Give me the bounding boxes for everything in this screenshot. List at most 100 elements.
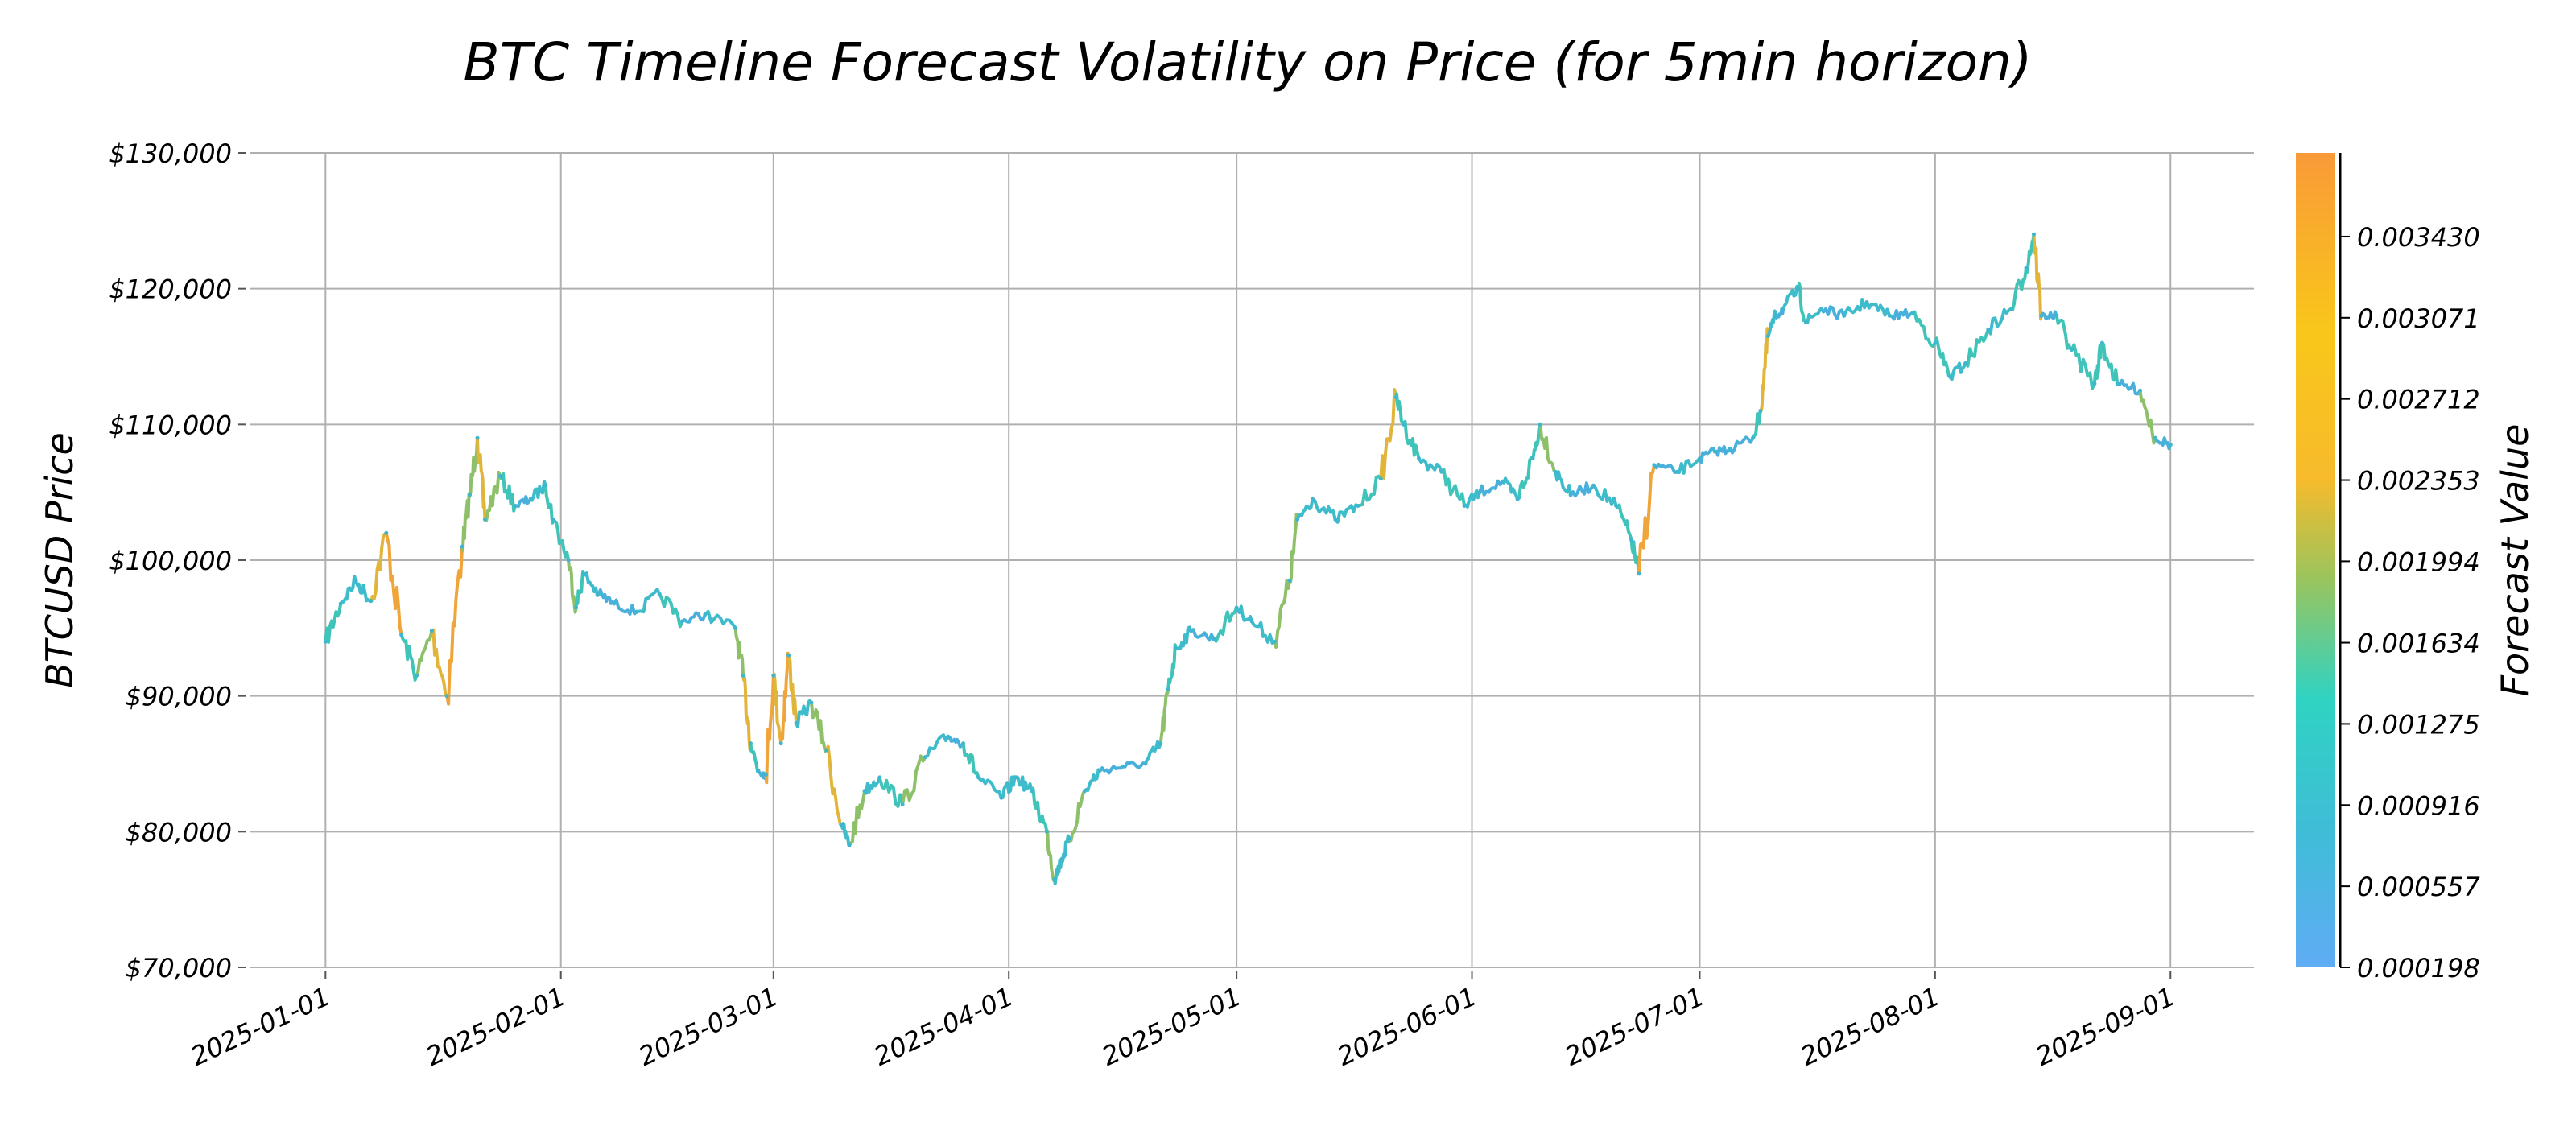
y-tick-label: $70,000 [126,953,232,984]
price-point [733,625,738,630]
price-point [513,504,518,508]
price-segment [1417,456,1443,474]
price-segment [946,735,965,749]
price-segment [2100,341,2120,386]
price-point [771,673,776,678]
price-point [961,741,966,746]
price-segment [961,741,980,779]
price-segment [1379,388,1398,480]
price-point [384,530,389,535]
y-axis-label: BTCUSD Price [38,432,81,688]
price-point [778,741,783,746]
price-segment [1235,604,1253,623]
price-segment [1014,775,1034,793]
price-segment [1728,435,1755,455]
colorbar-tick-label: 0.001634 [2357,629,2480,659]
price-point [847,843,852,848]
price-point [1629,538,1634,542]
price-point [1234,605,1239,610]
price-segment [1394,392,1406,427]
price-segment [1189,628,1216,642]
price-point [1143,761,1148,766]
price-segment [597,588,616,605]
price-point [1067,836,1072,841]
price-segment [1554,470,1573,497]
price-point [338,601,343,606]
price-point [1462,504,1467,508]
price-segment [923,733,950,759]
price-segment [863,775,881,795]
price-point [1030,789,1034,794]
price-point [1311,497,1315,501]
price-segment [460,492,472,552]
price-segment [786,654,799,725]
price-point [657,592,662,596]
price-point [1758,409,1763,413]
price-point [794,720,799,725]
price-segment [1888,307,1914,321]
price-point [1174,646,1179,651]
price-point [574,605,579,610]
price-point [900,802,905,807]
price-segment [1713,444,1732,457]
price-point [1356,504,1360,508]
y-tick-label: $130,000 [109,138,232,169]
price-segment [1158,687,1170,745]
x-tick-label: 2025-03-01 [634,981,783,1072]
price-point [763,773,768,777]
price-segment [1531,423,1542,460]
price-segment [1804,307,1823,324]
price-segment [1295,497,1315,522]
price-point [756,768,761,773]
price-segment [1614,503,1633,542]
price-point [2008,307,2013,311]
price-point [1804,320,1808,325]
price-segment [1045,829,1056,882]
price-point [323,639,328,644]
price-segment [430,628,449,698]
colorbar-tick-label: 0.000916 [2357,790,2480,821]
price-segment [635,588,662,614]
price-segment [2070,343,2096,390]
price-segment [2092,341,2104,386]
price-point [1393,395,1398,400]
price-point [528,497,533,501]
price-segment [1591,484,1618,508]
price-point [840,823,844,827]
price-segment [1948,361,1967,381]
colorbar-tick-label: 0.003071 [2357,303,2480,334]
price-segment [1478,479,1505,497]
price-segment [1751,409,1762,440]
price-segment [1819,305,1846,320]
price-point [1189,629,1193,633]
price-point [1333,517,1338,522]
price-point [369,599,374,604]
price-segment [529,480,547,502]
price-point [2115,381,2120,386]
price-point [1818,307,1823,311]
price-segment [1675,456,1702,475]
price-segment [514,495,532,509]
price-point [1887,313,1892,318]
price-segment [1311,497,1337,522]
price-point [2039,313,2044,318]
colorbar-tick-label: 0.002712 [2357,385,2480,415]
colorbar-tick-label: 0.003430 [2357,222,2480,253]
price-point [1158,741,1163,746]
price-point [703,612,708,617]
price-point [680,619,685,624]
colorbar-tick-label: 0.001994 [2357,546,2480,577]
price-point [786,653,791,658]
price-segment [498,472,518,513]
price-segment [1333,503,1360,524]
price-segment [1083,768,1102,793]
price-point [1417,456,1421,460]
chart-title: BTC Timeline Forecast Volatility on Pric… [463,31,2032,93]
price-point [1014,775,1019,780]
price-point [634,609,639,614]
price-segment [1963,328,1990,368]
price-segment [415,629,434,678]
price-point [2092,381,2097,386]
price-segment [369,531,388,603]
